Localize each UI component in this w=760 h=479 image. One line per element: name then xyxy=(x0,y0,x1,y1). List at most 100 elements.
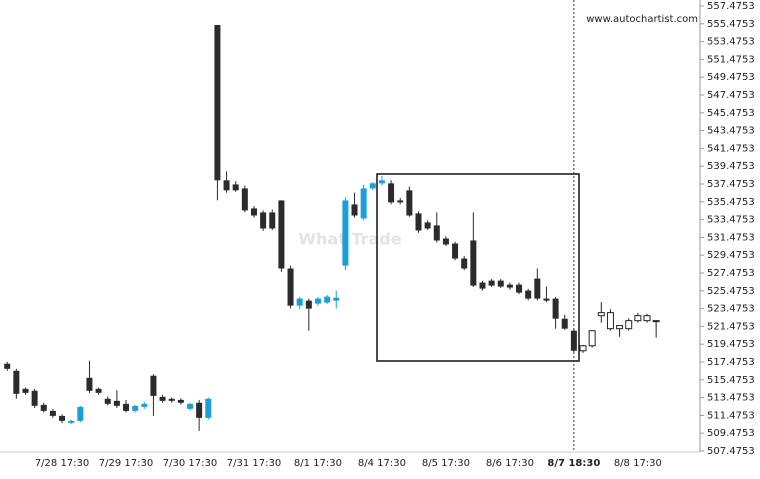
candle-body xyxy=(159,396,166,401)
candle-body xyxy=(141,403,148,407)
y-tick-label: 521.4753 xyxy=(707,321,755,332)
y-tick-label: 531.4753 xyxy=(707,232,755,243)
candle-body xyxy=(570,330,577,351)
y-tick-label: 539.4753 xyxy=(707,161,755,172)
candle-body xyxy=(561,318,568,329)
candle-body xyxy=(461,258,468,269)
candle-body xyxy=(442,238,449,245)
candle-body xyxy=(296,298,303,306)
candle-body xyxy=(579,345,587,352)
candle-body xyxy=(634,315,642,322)
candle-body xyxy=(543,298,550,301)
candle-body xyxy=(534,278,541,299)
y-tick-label: 515.4753 xyxy=(707,375,755,386)
candle-body xyxy=(506,284,513,288)
candle-body xyxy=(470,240,477,286)
x-tick-label: 7/28 17:30 xyxy=(35,458,89,469)
candle-body xyxy=(488,280,495,286)
y-tick-label: 523.4753 xyxy=(707,304,755,315)
candle-body xyxy=(260,212,267,229)
candle-body xyxy=(95,388,102,393)
y-tick-label: 557.4753 xyxy=(707,1,755,12)
candle-body xyxy=(104,398,111,404)
candle-body xyxy=(516,284,523,293)
candle-body xyxy=(305,300,312,309)
y-tick-label: 535.4753 xyxy=(707,197,755,208)
candle-body xyxy=(588,330,596,347)
source: www.autochartist.com xyxy=(586,14,698,25)
x-tick-label: 8/5 17:30 xyxy=(422,458,470,469)
candle-body xyxy=(479,282,486,289)
y-tick-label: 553.4753 xyxy=(707,37,755,48)
x-tick-label: 8/1 17:30 xyxy=(294,458,342,469)
y-tick-label: 551.4753 xyxy=(707,54,755,65)
candle-body xyxy=(77,406,84,421)
candle-body xyxy=(415,213,422,231)
candle-body xyxy=(406,190,413,216)
candle-body xyxy=(625,320,633,330)
candle-body xyxy=(278,200,285,269)
candle-body xyxy=(223,180,230,191)
candle-body xyxy=(452,243,459,259)
candle-body xyxy=(552,298,559,319)
candle-body xyxy=(643,315,651,322)
candle-body xyxy=(132,405,139,411)
pattern-box xyxy=(376,173,580,362)
candle-body xyxy=(49,410,56,416)
watermark: What Trade xyxy=(298,230,401,249)
candle-body xyxy=(31,390,38,406)
candle-body xyxy=(525,290,532,299)
candle-body xyxy=(86,377,93,391)
candle-body xyxy=(388,183,395,203)
candle-body xyxy=(196,402,203,418)
candle-body xyxy=(59,415,66,421)
candle-body xyxy=(205,398,212,418)
candle-body xyxy=(369,183,376,189)
candle-body xyxy=(187,403,193,409)
x-tick-label: 8/8 17:30 xyxy=(614,458,662,469)
candle-body xyxy=(616,325,624,330)
candle-body xyxy=(351,204,358,216)
y-tick-label: 543.4753 xyxy=(707,126,755,137)
y-tick-label: 529.4753 xyxy=(707,250,755,261)
candle-body xyxy=(378,180,385,184)
x-tick-label: 7/31 17:30 xyxy=(227,458,281,469)
candle-body xyxy=(4,363,11,369)
y-tick-label: 547.4753 xyxy=(707,90,755,101)
candle-body xyxy=(150,375,157,396)
candle-body xyxy=(40,404,47,411)
candle-body xyxy=(433,225,440,241)
y-tick-label: 527.4753 xyxy=(707,268,755,279)
candle-body xyxy=(113,400,120,406)
y-tick-label: 525.4753 xyxy=(707,286,755,297)
x-tick-label: 8/4 17:30 xyxy=(358,458,406,469)
candle-body xyxy=(597,312,605,317)
candle-body xyxy=(214,25,221,181)
candle-body xyxy=(424,222,431,229)
candle-body xyxy=(241,188,248,211)
y-tick-label: 507.4753 xyxy=(707,446,755,457)
y-tick-label: 509.4753 xyxy=(707,428,755,439)
y-tick-label: 517.4753 xyxy=(707,357,755,368)
candle-body xyxy=(314,298,321,304)
y-tick-label: 513.4753 xyxy=(707,393,755,404)
candle-body xyxy=(123,403,130,411)
candle-body xyxy=(360,188,367,219)
candle-body xyxy=(342,200,349,266)
candle-body xyxy=(333,297,340,301)
candle-body xyxy=(324,296,331,303)
candle-body xyxy=(606,312,614,330)
x-tick-label: 8/6 17:30 xyxy=(486,458,534,469)
y-tick-label: 555.4753 xyxy=(707,19,755,30)
candle-body xyxy=(168,398,175,401)
candle-body xyxy=(397,200,404,203)
x-tick-label: 7/30 17:30 xyxy=(163,458,217,469)
y-tick-label: 537.4753 xyxy=(707,179,755,190)
candle-body xyxy=(177,399,184,403)
candle-body xyxy=(287,268,294,306)
candle-body xyxy=(497,280,504,287)
x-tick-label: 8/7 18:30 xyxy=(547,458,600,469)
y-tick-label: 533.4753 xyxy=(707,215,755,226)
candle-body xyxy=(232,184,239,191)
candle-body xyxy=(13,370,20,394)
